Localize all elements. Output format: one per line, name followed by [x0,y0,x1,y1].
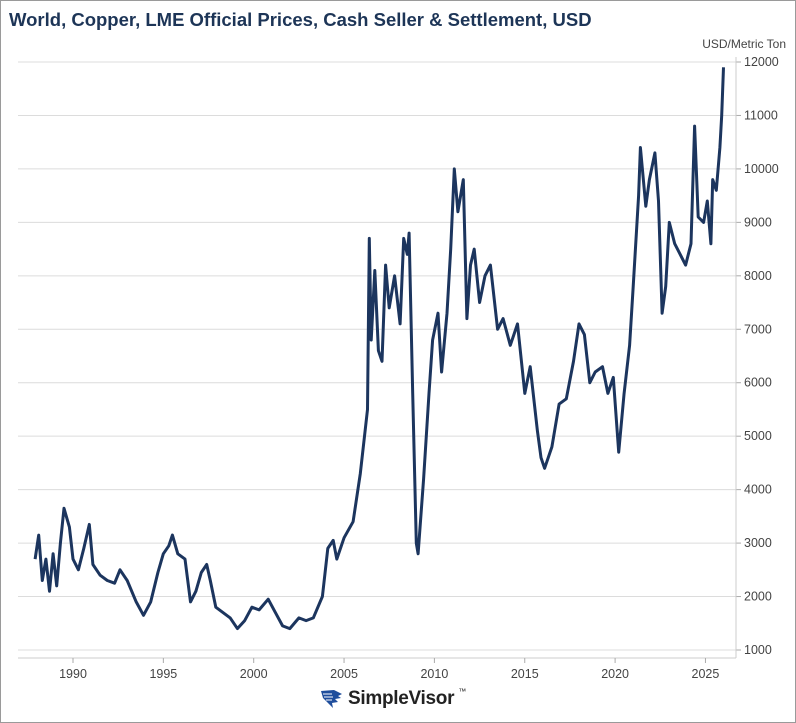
x-tick-label: 2020 [601,667,629,681]
y-tick-label: 5000 [744,429,772,443]
brand-name: SimpleVisor [348,688,455,709]
y-tick-label: 12000 [744,55,779,69]
y-tick-label: 2000 [744,590,772,604]
y-tick-label: 11000 [744,108,778,122]
y-tick-label: 8000 [744,269,772,283]
simplevisor-logo: SimpleVisor ™ [320,686,467,710]
copper-price-line [33,67,725,631]
x-tick-label: 2010 [420,667,448,681]
y-tick-label: 4000 [744,483,772,497]
x-tick-label: 2015 [511,667,539,681]
eagle-logo-icon [321,690,342,708]
y-tick-label: 3000 [744,536,772,550]
x-tick-label: 2000 [240,667,268,681]
x-tick-label: 1990 [59,667,87,681]
y-tick-label: 10000 [744,162,779,176]
trademark: ™ [458,686,467,696]
chart-title: World, Copper, LME Official Prices, Cash… [9,9,592,30]
y-tick-label: 9000 [744,215,772,229]
x-tick-label: 1995 [149,667,177,681]
y-tick-label: 7000 [744,322,772,336]
x-tick-label: 2005 [330,667,358,681]
x-tick-label: 2025 [692,667,720,681]
y-tick-label: 6000 [744,376,772,390]
y-axis-unit-label: USD/Metric Ton [702,37,786,51]
y-tick-label: 1000 [744,643,772,657]
